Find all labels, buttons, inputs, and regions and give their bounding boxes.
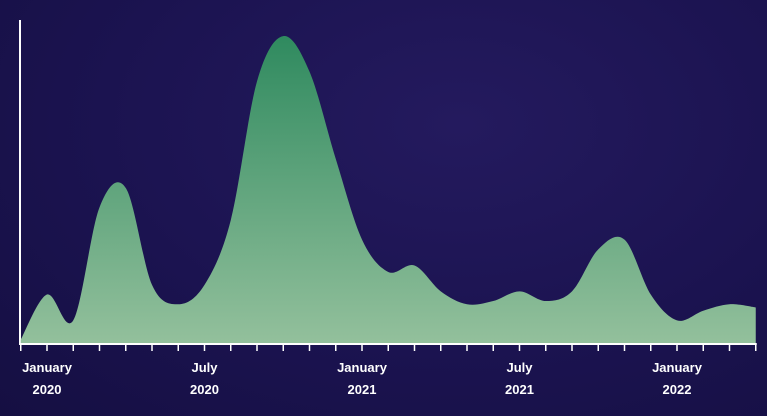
x-tick-label: July 2021 <box>505 360 534 397</box>
x-tick-label: January 2020 <box>22 360 72 397</box>
x-tick-label: January 2022 <box>652 360 702 397</box>
x-tick-label: January 2021 <box>337 360 387 397</box>
x-tick-label: July 2020 <box>190 360 219 397</box>
area <box>20 36 756 344</box>
